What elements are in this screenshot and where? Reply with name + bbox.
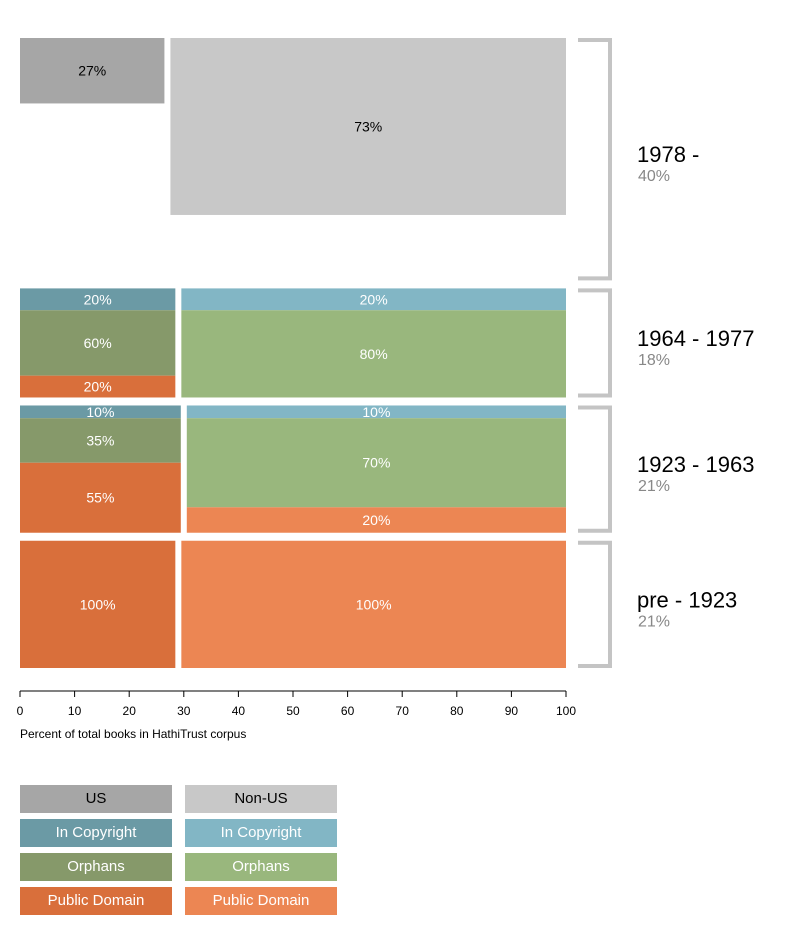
segment-us-3-0: [20, 540, 176, 668]
segment-nonus-2-1: [186, 418, 567, 508]
x-tick-label-6: 60: [341, 704, 355, 718]
legend-item-6: Public Domain: [20, 887, 172, 915]
period-bracket-3: [578, 540, 612, 668]
legend-item-4: Orphans: [20, 853, 172, 881]
segment-label-us-2-2: 55%: [86, 490, 114, 506]
period-label-0: 1978 -: [637, 142, 699, 167]
segment-nonus-1-0: [181, 288, 566, 311]
x-tick-label-8: 80: [450, 704, 464, 718]
period-share-1: 18%: [638, 352, 670, 369]
legend-item-1: Non-US: [185, 785, 337, 813]
period-share-2: 21%: [638, 478, 670, 495]
segment-label-us-2-1: 35%: [86, 432, 114, 448]
x-tick-label-0: 0: [17, 704, 24, 718]
segment-label-nonus-2-2: 20%: [362, 512, 390, 528]
legend-item-5: Orphans: [185, 853, 337, 881]
period-share-0: 40%: [638, 168, 670, 185]
segment-nonus-2-0: [186, 405, 567, 419]
segment-label-us-3-0: 100%: [80, 596, 116, 612]
segment-label-us-0-0: 27%: [78, 63, 106, 79]
segment-us-1-0: [20, 288, 176, 311]
segment-label-us-1-1: 60%: [84, 335, 112, 351]
period-bracket-0: [578, 38, 612, 281]
segment-label-nonus-1-1: 80%: [360, 346, 388, 362]
x-tick-label-10: 100: [556, 704, 576, 718]
segment-us-0-0: [20, 38, 165, 104]
segment-label-us-1-2: 20%: [84, 379, 112, 395]
segment-label-us-2-0: 10%: [86, 404, 114, 420]
segment-us-2-0: [20, 405, 181, 419]
segment-label-nonus-2-1: 70%: [362, 455, 390, 471]
period-label-3: pre - 1923: [637, 587, 737, 612]
x-axis-label: Percent of total books in HathiTrust cor…: [20, 727, 246, 741]
period-label-1: 1964 - 1977: [637, 326, 754, 351]
segment-label-nonus-0-0: 73%: [354, 118, 382, 134]
segment-us-2-2: [20, 462, 181, 533]
legend-item-7: Public Domain: [185, 887, 337, 915]
x-tick-label-9: 90: [505, 704, 519, 718]
x-tick-label-5: 50: [286, 704, 300, 718]
segment-label-nonus-3-0: 100%: [356, 596, 392, 612]
x-tick-label-1: 10: [68, 704, 82, 718]
segment-us-2-1: [20, 418, 181, 463]
segment-us-1-2: [20, 375, 176, 398]
legend-item-0: US: [20, 785, 172, 813]
brackets-layer: [578, 38, 612, 668]
segment-nonus-3-0: [181, 540, 566, 668]
segment-us-1-1: [20, 310, 176, 376]
period-label-2: 1923 - 1963: [637, 452, 754, 477]
bars-layer: 27% 73% 20% 60% 20% 20% 80% 10% 35% 55% 10% 70% 20% 1…: [20, 38, 567, 668]
x-tick-label-7: 70: [396, 704, 410, 718]
period-bracket-1: [578, 288, 612, 398]
x-axis: 0 10 20 30 40 50 60 70 80 90 100: [17, 690, 576, 718]
x-tick-label-4: 40: [232, 704, 246, 718]
x-tick-label-2: 20: [123, 704, 137, 718]
segment-nonus-2-2: [186, 507, 567, 533]
x-tick-label-3: 30: [177, 704, 191, 718]
segment-label-us-1-0: 20%: [84, 291, 112, 307]
segment-label-nonus-1-0: 20%: [360, 291, 388, 307]
legend-item-2: In Copyright: [20, 819, 172, 847]
period-bracket-2: [578, 405, 612, 533]
period-share-3: 21%: [638, 613, 670, 630]
legend-item-3: In Copyright: [185, 819, 337, 847]
segment-label-nonus-2-0: 10%: [362, 404, 390, 420]
segment-nonus-0-0: [170, 38, 567, 215]
segment-nonus-1-1: [181, 310, 566, 398]
